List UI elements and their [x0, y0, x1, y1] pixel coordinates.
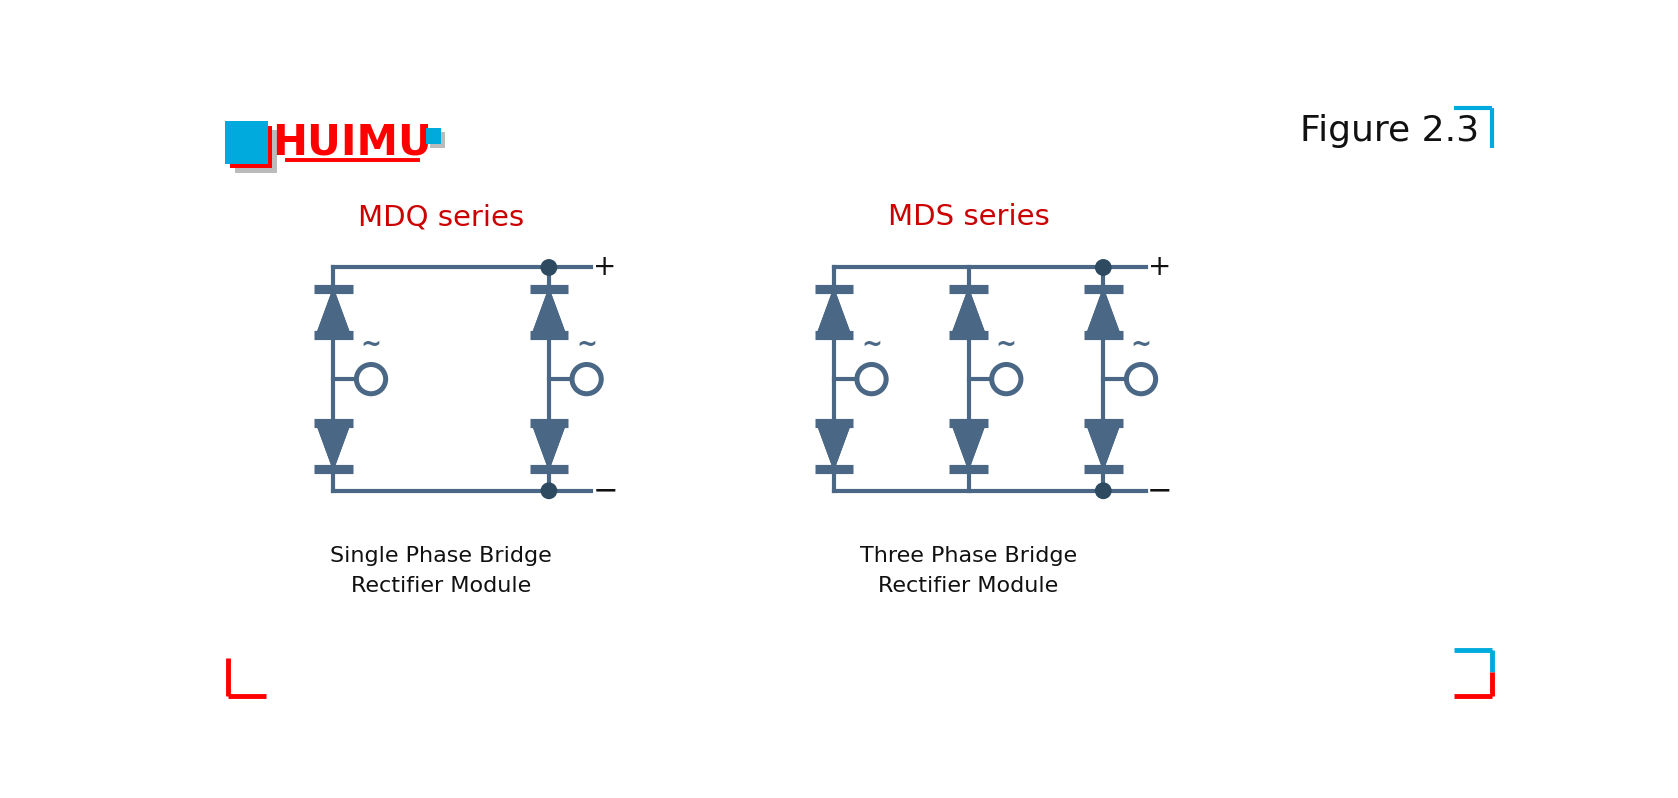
Text: ~: ~ [576, 333, 597, 357]
Text: −: − [1146, 476, 1173, 505]
Text: Three Phase Bridge
Rectifier Module: Three Phase Bridge Rectifier Module [861, 546, 1077, 596]
FancyBboxPatch shape [426, 128, 441, 144]
Polygon shape [817, 289, 851, 335]
Text: MDS series: MDS series [888, 203, 1049, 231]
Text: ~: ~ [1131, 333, 1151, 357]
Text: Single Phase Bridge
Rectifier Module: Single Phase Bridge Rectifier Module [331, 546, 552, 596]
Circle shape [542, 483, 557, 499]
Text: +: + [594, 254, 618, 282]
Polygon shape [1086, 423, 1121, 469]
FancyBboxPatch shape [235, 130, 277, 172]
Polygon shape [317, 289, 351, 335]
Text: −: − [592, 476, 618, 505]
Polygon shape [817, 423, 851, 469]
FancyBboxPatch shape [230, 126, 272, 168]
Text: ~: ~ [361, 333, 381, 357]
Polygon shape [532, 423, 565, 469]
Text: HUIMU: HUIMU [272, 121, 433, 164]
Text: MDQ series: MDQ series [357, 203, 524, 231]
Text: ~: ~ [995, 333, 1017, 357]
FancyBboxPatch shape [225, 121, 268, 164]
FancyBboxPatch shape [430, 132, 445, 148]
Polygon shape [951, 289, 985, 335]
Polygon shape [317, 423, 351, 469]
Polygon shape [951, 423, 985, 469]
Text: +: + [1148, 254, 1171, 282]
Circle shape [1096, 260, 1111, 275]
Polygon shape [1086, 289, 1121, 335]
Text: Figure 2.3: Figure 2.3 [1300, 114, 1478, 148]
Circle shape [542, 260, 557, 275]
Text: ~: ~ [861, 333, 883, 357]
Circle shape [1096, 483, 1111, 499]
Polygon shape [532, 289, 565, 335]
